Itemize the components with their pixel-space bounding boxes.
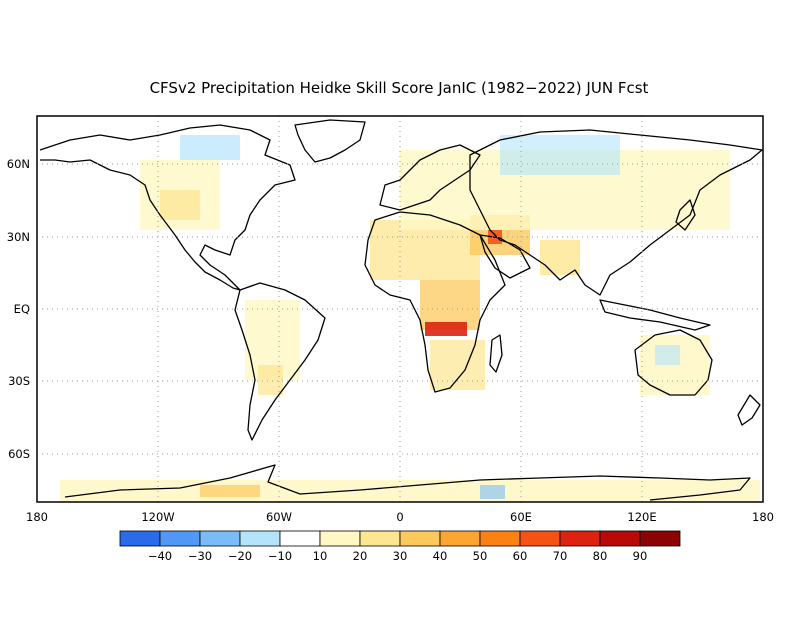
lat-label: 60N (7, 157, 30, 171)
colorbar-label: 60 (513, 549, 528, 563)
colorbar-swatch (399, 530, 441, 547)
lat-label: 60S (8, 447, 30, 461)
colorbar-label: 10 (313, 549, 328, 563)
shade-canada-blue (180, 135, 240, 160)
colorbar-swatch (559, 530, 601, 547)
colorbar-swatches (119, 530, 681, 547)
colorbar-labels: −40 −30 −20 −10 10 20 30 40 50 60 70 80 … (148, 549, 647, 563)
coastline-europe (379, 144, 481, 211)
shade-siberia-blue (500, 135, 620, 175)
colorbar-swatch (479, 530, 521, 547)
colorbar-label: −20 (228, 549, 252, 563)
lon-label: 180 (752, 510, 774, 524)
colorbar-swatch (119, 530, 161, 547)
colorbar-label: 50 (473, 549, 488, 563)
shade-north-america-core (160, 190, 200, 220)
colorbar-label: −10 (268, 549, 292, 563)
colorbar-label: 30 (393, 549, 408, 563)
skill-shading (60, 135, 760, 502)
colorbar-swatch (439, 530, 481, 547)
colorbar-label: 40 (433, 549, 448, 563)
colorbar-label: −40 (148, 549, 172, 563)
colorbar-swatch (159, 530, 201, 547)
colorbar-label: 90 (633, 549, 648, 563)
shade-south-america-core (258, 365, 283, 395)
colorbar-label: 70 (553, 549, 568, 563)
colorbar-swatch (319, 530, 361, 547)
map-panel: 180 120W 60W 0 60E 120E 180 60N 30N EQ 3… (7, 115, 774, 524)
graticule (37, 116, 763, 502)
lat-label: 30N (7, 230, 30, 244)
lat-label: EQ (14, 302, 30, 316)
lon-label: 120W (141, 510, 174, 524)
lon-label: 180 (26, 510, 48, 524)
coastline-madagascar (489, 334, 503, 373)
coastline-africa (364, 211, 506, 393)
coastline-antarctica (64, 464, 751, 501)
shade-antarctica-warm (200, 485, 260, 497)
figure-title: CFSv2 Precipitation Heidke Skill Score J… (150, 79, 649, 97)
map-frame (36, 115, 764, 503)
shade-australia-blue (655, 345, 680, 365)
shade-antarctica-blue (480, 485, 505, 499)
colorbar-swatch (359, 530, 401, 547)
shade-india (540, 240, 580, 275)
lon-label: 0 (396, 510, 403, 524)
shade-africa-hotspot (425, 322, 467, 336)
colorbar-label: −30 (188, 549, 212, 563)
colorbar-swatch (639, 530, 681, 547)
coastline-indonesia (599, 299, 711, 331)
colorbar: −40 −30 −20 −10 10 20 30 40 50 60 70 80 … (119, 530, 681, 563)
colorbar-label: 20 (353, 549, 368, 563)
shade-central-africa (420, 280, 480, 330)
colorbar-swatch (199, 530, 241, 547)
lat-label: 30S (8, 374, 30, 388)
colorbar-label: 80 (593, 549, 608, 563)
shade-south-africa (430, 340, 485, 390)
shade-antarctica (60, 480, 760, 502)
coastline-new-zealand (737, 394, 761, 426)
coastline-north-america (39, 124, 296, 291)
coastline-greenland (294, 119, 366, 163)
colorbar-swatch (519, 530, 561, 547)
coastlines (39, 119, 763, 501)
longitude-labels: 180 120W 60W 0 60E 120E 180 (26, 510, 774, 524)
colorbar-swatch (279, 530, 321, 547)
latitude-labels: 60N 30N EQ 30S 60S (7, 157, 30, 461)
lon-label: 60E (510, 510, 532, 524)
lon-label: 120E (627, 510, 656, 524)
coastline-arabia (479, 234, 531, 279)
coastline-australia (634, 329, 713, 396)
colorbar-swatch (599, 530, 641, 547)
lon-label: 60W (266, 510, 292, 524)
coastline-japan (675, 199, 696, 231)
colorbar-swatch (239, 530, 281, 547)
coastline-south-america (234, 282, 326, 441)
